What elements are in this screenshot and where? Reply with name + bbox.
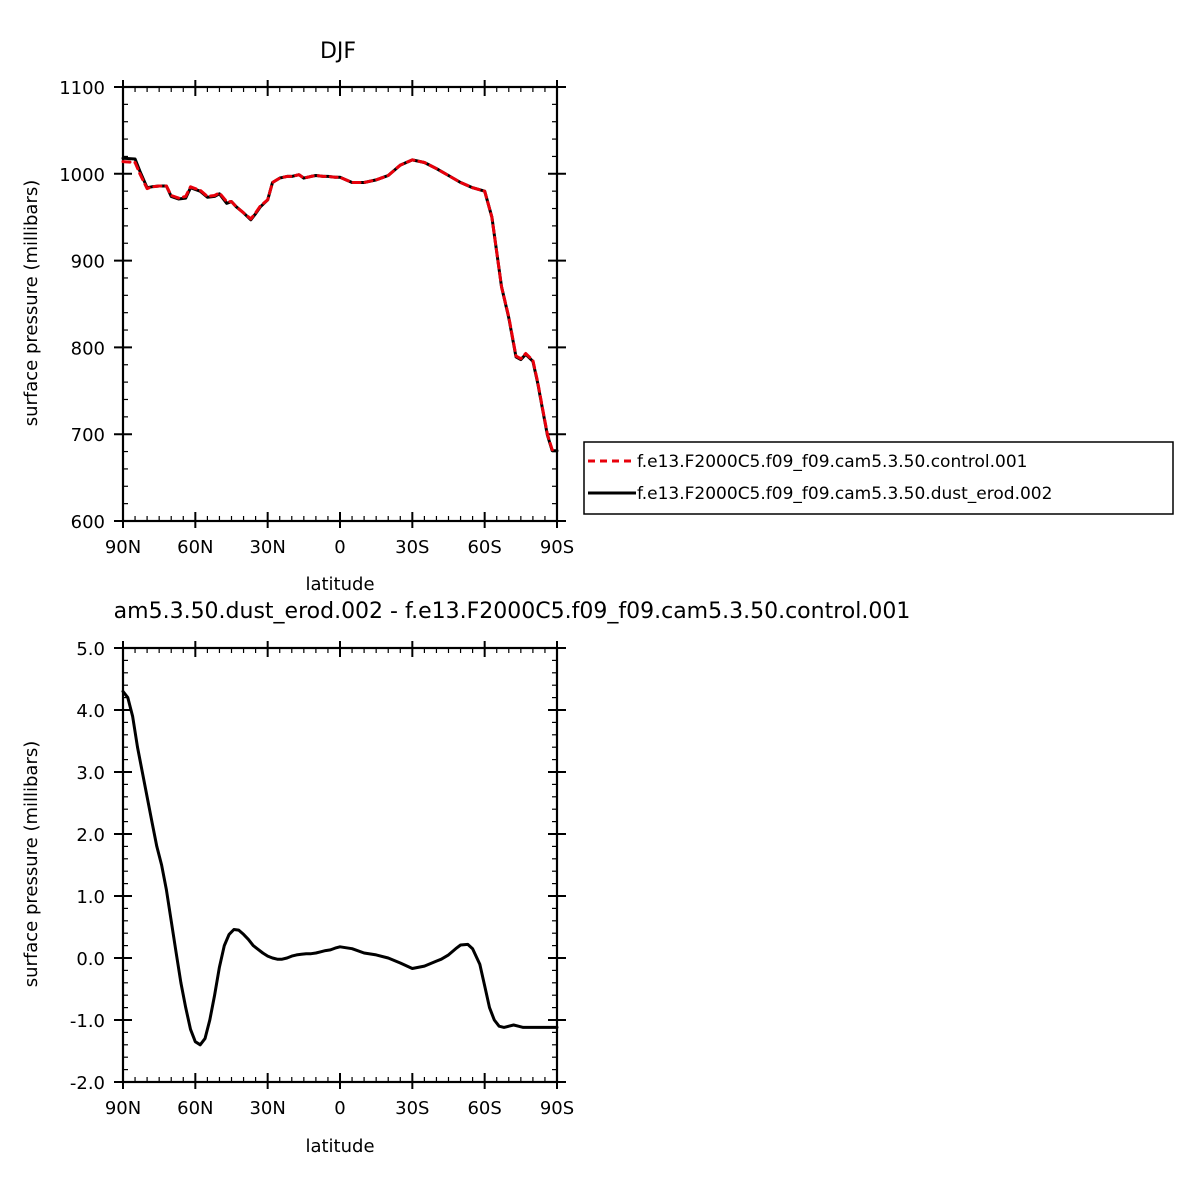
bottom-chart-x-label: latitude xyxy=(305,1136,374,1157)
top-chart-panel: DJF 90N 60N 30N 0 30S 60S 90S 600 700 800 900 1000 1… xyxy=(21,39,1174,595)
series-line-0 xyxy=(121,689,559,1047)
x-tick-label: 60S xyxy=(467,537,501,558)
y-tick-label: 900 xyxy=(71,252,105,273)
y-tick-label: 1.0 xyxy=(76,887,105,908)
top-chart-series xyxy=(121,156,559,453)
legend-label-control: f.e13.F2000C5.f09_f09.cam5.3.50.control.… xyxy=(637,452,1028,472)
y-tick-label: 2.0 xyxy=(76,825,105,846)
x-tick-label: 90N xyxy=(105,537,141,558)
x-tick-label: 30N xyxy=(249,537,285,558)
bottom-chart-title: am5.3.50.dust_erod.002 - f.e13.F2000C5.f… xyxy=(114,599,911,624)
top-chart-x-label: latitude xyxy=(305,574,374,595)
top-chart-y-label: surface pressure (millibars) xyxy=(21,180,42,427)
x-tick-label: 90S xyxy=(540,1098,574,1119)
y-tick-label: -1.0 xyxy=(70,1011,105,1032)
x-tick-label: 0 xyxy=(334,537,345,558)
top-chart-axes: 90N 60N 30N 0 30S 60S 90S 600 700 800 900 1000 1100 xyxy=(59,78,574,558)
x-tick-label: 90N xyxy=(105,1098,141,1119)
y-tick-label: 600 xyxy=(71,512,105,533)
top-chart-title: DJF xyxy=(320,39,356,64)
legend: f.e13.F2000C5.f09_f09.cam5.3.50.control.… xyxy=(583,441,1174,515)
bottom-chart-y-label: surface pressure (millibars) xyxy=(21,741,42,988)
x-tick-label: 30S xyxy=(395,537,429,558)
x-tick-label: 90S xyxy=(540,537,574,558)
y-tick-label: 5.0 xyxy=(76,639,105,660)
legend-box xyxy=(583,441,1174,515)
x-tick-label: 30N xyxy=(249,1098,285,1119)
y-tick-label: 0.0 xyxy=(76,949,105,970)
y-tick-label: 700 xyxy=(71,425,105,446)
x-tick-label: 60S xyxy=(467,1098,501,1119)
y-tick-label: 3.0 xyxy=(76,763,105,784)
y-tick-label: 800 xyxy=(71,338,105,359)
x-tick-label: 0 xyxy=(334,1098,345,1119)
bottom-chart-panel: am5.3.50.dust_erod.002 - f.e13.F2000C5.f… xyxy=(21,599,910,1157)
y-tick-label: 1000 xyxy=(59,165,105,186)
y-tick-label: -2.0 xyxy=(70,1073,105,1094)
plot-frame xyxy=(121,85,559,523)
series-line-0 xyxy=(121,158,559,452)
x-tick-label: 60N xyxy=(177,1098,213,1119)
y-tick-label: 1100 xyxy=(59,78,105,99)
y-tick-label: 4.0 xyxy=(76,701,105,722)
x-tick-label: 30S xyxy=(395,1098,429,1119)
series-line-1 xyxy=(121,156,559,453)
bottom-chart-series xyxy=(121,689,559,1047)
x-tick-label: 60N xyxy=(177,537,213,558)
bottom-chart-axes: 90N 60N 30N 0 30S 60S 90S -2.0 -1.0 0.0 1.0 2.0 3.0 4… xyxy=(70,639,574,1119)
legend-label-dust-erod: f.e13.F2000C5.f09_f09.cam5.3.50.dust_ero… xyxy=(637,484,1052,504)
